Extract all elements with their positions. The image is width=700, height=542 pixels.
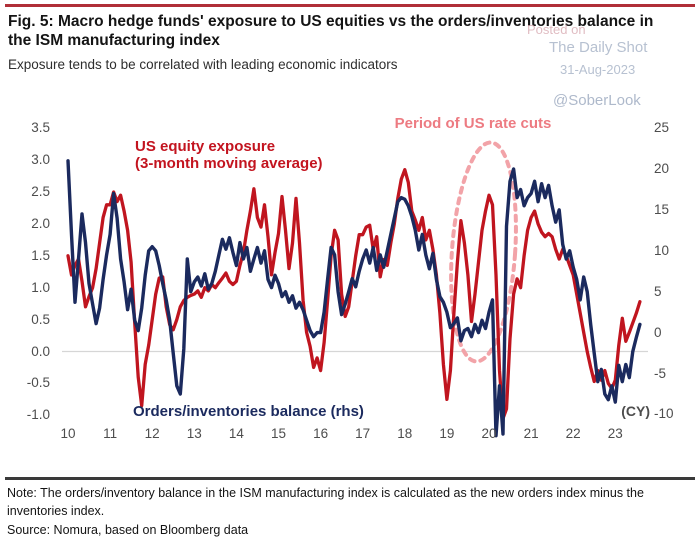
rate-cuts-annotation-label: Period of US rate cuts xyxy=(394,115,552,132)
x-tick-label: 18 xyxy=(397,426,413,441)
y-left-tick-label: 3.5 xyxy=(31,120,50,136)
x-tick-label: 22 xyxy=(565,426,581,441)
y-right-tick-label: 25 xyxy=(654,120,670,136)
x-tick-label: 17 xyxy=(355,426,371,441)
y-right-tick-label: 20 xyxy=(654,161,670,176)
equity-exposure-line xyxy=(66,168,642,421)
watermark-daily-shot: The Daily Shot xyxy=(549,39,648,56)
x-tick-label: 20 xyxy=(481,426,497,441)
y-right-tick-label: 15 xyxy=(654,201,670,217)
y-left-tick-label: 2.0 xyxy=(31,215,50,231)
footnote-line2: inventories index. xyxy=(7,504,105,518)
bottom-divider-rule xyxy=(5,477,695,480)
x-tick-label: 14 xyxy=(228,426,244,441)
y-right-tick-label: -10 xyxy=(654,406,674,422)
x-tick-label: 11 xyxy=(103,426,118,441)
footnote-line1: Note: The orders/inventory balance in th… xyxy=(7,486,644,500)
equity-series-label: US equity exposure (3-month moving avera… xyxy=(135,138,323,172)
figure-title-line2: the ISM manufacturing index xyxy=(8,32,220,49)
y-left-tick-label: 1.5 xyxy=(31,247,50,263)
source-line: Source: Nomura, based on Bloomberg data xyxy=(7,523,249,537)
figure-title-line1: Fig. 5: Macro hedge funds' exposure to U… xyxy=(8,13,654,30)
watermark-soberlook-handle: @SoberLook xyxy=(553,92,641,109)
y-left-tick-label: 0.0 xyxy=(31,343,50,359)
x-tick-label: 19 xyxy=(439,426,455,441)
calendar-year-unit-label: (CY) xyxy=(621,403,650,419)
y-left-tick-label: -1.0 xyxy=(26,407,50,423)
x-tick-label: 13 xyxy=(186,426,202,441)
figure-subtitle: Exposure tends to be correlated with lea… xyxy=(8,57,398,72)
orders-inventories-line xyxy=(66,159,642,438)
y-right-tick-label: 10 xyxy=(654,242,670,258)
equity-series-label-line2: (3-month moving average) xyxy=(135,155,323,172)
x-tick-label: 21 xyxy=(523,426,539,441)
y-right-tick-label: 5 xyxy=(654,283,662,299)
y-left-tick-label: 2.5 xyxy=(31,184,50,199)
top-divider-rule xyxy=(5,4,695,7)
rate-cuts-ellipse xyxy=(449,140,518,364)
x-tick-label: 12 xyxy=(144,426,160,441)
y-left-tick-label: 3.0 xyxy=(31,152,50,168)
equity-series-label-line1: US equity exposure xyxy=(135,138,276,155)
watermark-posted-on: Posted on xyxy=(527,22,586,37)
x-tick-label: 16 xyxy=(313,426,329,441)
chart-area: 3.5 3.0 2.5 2.0 1.5 1.0 0.5 0.0 -0.5 -1.0 25 20 15 10… xyxy=(0,100,700,460)
y-left-tick-label: 0.5 xyxy=(31,311,50,327)
chart-canvas xyxy=(62,140,648,438)
y-left-tick-label: 1.0 xyxy=(31,279,50,295)
y-left-tick-label: -0.5 xyxy=(26,375,50,391)
x-tick-label: 10 xyxy=(60,426,76,441)
orders-series-label: Orders/inventories balance (rhs) xyxy=(133,403,364,420)
figure-title: Fig. 5: Macro hedge funds' exposure to U… xyxy=(8,12,696,50)
y-right-tick-label: 0 xyxy=(654,324,662,340)
watermark-date: 31-Aug-2023 xyxy=(560,62,636,77)
y-right-tick-label: -5 xyxy=(654,365,667,381)
x-tick-label: 23 xyxy=(607,426,623,441)
x-tick-label: 15 xyxy=(270,426,287,441)
